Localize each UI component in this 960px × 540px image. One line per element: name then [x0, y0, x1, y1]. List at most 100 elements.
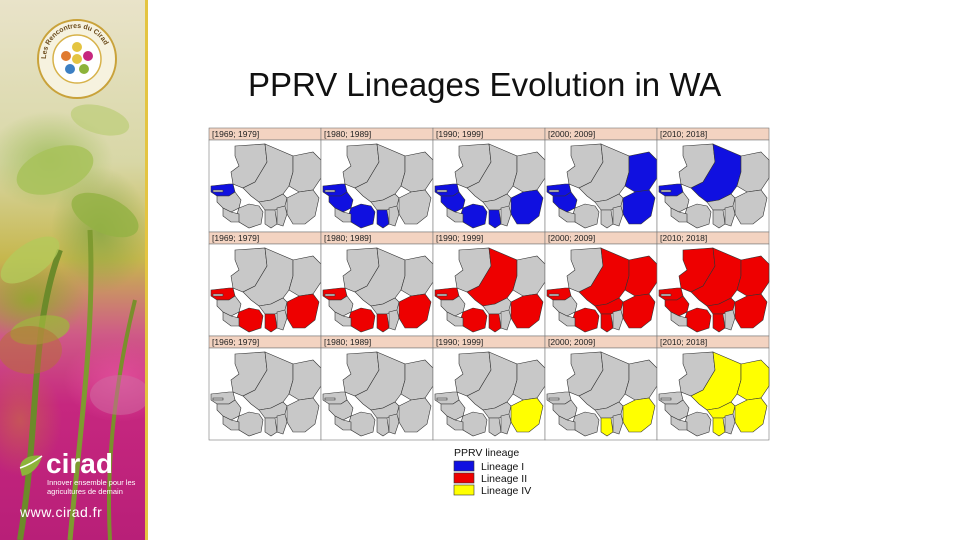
- country-gambia: [436, 293, 448, 297]
- period-label: [2010; 2018]: [660, 129, 707, 139]
- country-gambia: [212, 189, 224, 193]
- country-sierra-liberia: [670, 207, 688, 223]
- legend-swatch: [453, 460, 475, 472]
- country-ghana: [488, 417, 502, 437]
- country-benin-togo: [388, 309, 400, 331]
- map: [658, 247, 770, 333]
- period-label: [2010; 2018]: [660, 233, 707, 243]
- country-ghana: [376, 417, 390, 437]
- country-sierra-liberia: [558, 207, 576, 223]
- country-nigeria: [286, 293, 320, 329]
- legend-label: Lineage I: [481, 461, 524, 473]
- country-nigeria: [398, 397, 432, 433]
- cirad-wordmark: cirad: [46, 448, 113, 479]
- country-sierra-liberia: [334, 207, 352, 223]
- period-label: [1980; 1989]: [324, 233, 371, 243]
- map: [546, 143, 658, 229]
- country-sierra-liberia: [222, 311, 240, 327]
- country-nigeria: [734, 397, 768, 433]
- country-benin-togo: [276, 205, 288, 227]
- country-ghana: [712, 313, 726, 333]
- map-panel: [1980; 1989]: [320, 231, 434, 337]
- map: [434, 351, 546, 437]
- lineage-row-3: [1969; 1979] [1980; 1989] [1990; 1999] [200…: [208, 335, 770, 441]
- country-sierra-liberia: [334, 415, 352, 431]
- country-benin-togo: [276, 413, 288, 435]
- cirad-tagline: Innover ensemble pour les agricultures d…: [47, 478, 136, 496]
- map: [210, 247, 322, 333]
- map: [546, 247, 658, 333]
- country-nigeria: [398, 189, 432, 225]
- lineage-row-2: [1969; 1979] [1980; 1989] [1990; 1999] [200…: [208, 231, 770, 337]
- legend-swatch: [453, 472, 475, 484]
- country-sierra-liberia: [222, 415, 240, 431]
- country-gambia: [212, 397, 224, 401]
- country-gambia: [660, 293, 672, 297]
- period-label: [2000; 2009]: [548, 337, 595, 347]
- country-ghana: [264, 417, 278, 437]
- map-panel: [2000; 2009]: [544, 231, 658, 337]
- legend-label: Lineage II: [481, 473, 527, 485]
- country-benin-togo: [724, 309, 736, 331]
- map: [658, 143, 770, 229]
- country-nigeria: [622, 293, 656, 329]
- country-sierra-liberia: [670, 415, 688, 431]
- country-ghana: [600, 417, 614, 437]
- map: [658, 351, 770, 437]
- country-sierra-liberia: [558, 415, 576, 431]
- country-ghana: [488, 313, 502, 333]
- country-benin-togo: [612, 413, 624, 435]
- country-gambia: [324, 293, 336, 297]
- country-gambia: [660, 397, 672, 401]
- map: [434, 247, 546, 333]
- country-nigeria: [510, 189, 544, 225]
- period-label: [1969; 1979]: [212, 337, 259, 347]
- left-banner: Les Rencontres du Cirad cirad Innover en…: [0, 0, 148, 540]
- period-label: [1969; 1979]: [212, 129, 259, 139]
- legend-swatch: [453, 484, 475, 496]
- country-gambia: [436, 397, 448, 401]
- legend-label: Lineage IV: [481, 485, 531, 497]
- map-panel: [2010; 2018]: [656, 231, 770, 337]
- country-benin-togo: [612, 309, 624, 331]
- period-label: [1990; 1999]: [436, 337, 483, 347]
- map-panel: [2010; 2018]: [656, 335, 770, 441]
- country-nigeria: [510, 293, 544, 329]
- map: [322, 247, 434, 333]
- map: [210, 143, 322, 229]
- country-nigeria: [398, 293, 432, 329]
- country-gambia: [548, 397, 560, 401]
- map: [322, 143, 434, 229]
- country-ghana: [712, 209, 726, 229]
- map-panel: [1990; 1999]: [432, 335, 546, 441]
- country-benin-togo: [388, 205, 400, 227]
- country-benin-togo: [724, 413, 736, 435]
- country-gambia: [212, 293, 224, 297]
- country-sierra-liberia: [558, 311, 576, 327]
- country-gambia: [324, 189, 336, 193]
- country-gambia: [324, 397, 336, 401]
- map: [434, 143, 546, 229]
- map-panel: [1990; 1999]: [432, 127, 546, 233]
- map-panel: [1990; 1999]: [432, 231, 546, 337]
- country-sierra-liberia: [222, 207, 240, 223]
- legend-title: PPRV lineage: [454, 447, 519, 459]
- cirad-url[interactable]: www.cirad.fr: [20, 504, 103, 520]
- map-panel: [1980; 1989]: [320, 335, 434, 441]
- map-panel: [1969; 1979]: [208, 127, 322, 233]
- country-ghana: [264, 313, 278, 333]
- map-panel: [2000; 2009]: [544, 335, 658, 441]
- period-label: [1990; 1999]: [436, 233, 483, 243]
- country-nigeria: [734, 189, 768, 225]
- country-gambia: [436, 189, 448, 193]
- country-benin-togo: [724, 205, 736, 227]
- country-benin-togo: [500, 309, 512, 331]
- map: [546, 351, 658, 437]
- country-benin-togo: [500, 413, 512, 435]
- rencontres-logo: Les Rencontres du Cirad: [36, 18, 118, 100]
- map-panel: [1980; 1989]: [320, 127, 434, 233]
- cirad-leaf-icon: [19, 455, 43, 476]
- country-sierra-liberia: [446, 207, 464, 223]
- country-nigeria: [286, 189, 320, 225]
